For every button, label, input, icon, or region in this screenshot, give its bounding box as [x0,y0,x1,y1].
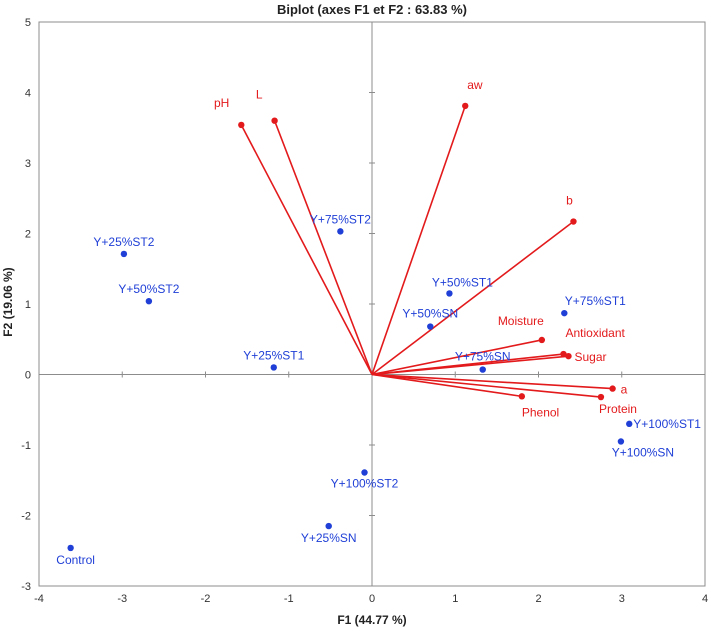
vector-protein [371,373,602,398]
vector-label-antioxidant: Antioxidant [565,326,625,340]
vector-label-aw: aw [467,78,483,92]
point-y-25-st1 [270,364,277,371]
point-label-y-50-st1: Y+50%ST1 [432,275,493,289]
y-tick-label: 0 [25,370,31,382]
vector-point-sugar [565,352,572,360]
vector-phenol [371,373,522,398]
chart-title: Biplot (axes F1 et F2 : 63.83 %) [277,2,467,17]
vector-label-sugar: Sugar [574,350,606,364]
vector-point-b [570,218,577,225]
vector-moisture [371,339,542,376]
x-tick-label: 1 [452,593,458,605]
x-tick-label: -3 [117,593,127,605]
vector-label-moisture: Moisture [498,314,544,328]
vector-point-a [609,385,616,392]
point-y-100-st1 [626,420,633,428]
point-label-y-25-sn: Y+25%SN [301,531,357,545]
vector-point-ph [238,121,245,129]
point-control [67,544,74,552]
point-label-y-50-st2: Y+50%ST2 [118,282,179,296]
vector-label-protein: Protein [599,402,637,416]
vector-label-phenol: Phenol [522,405,559,419]
vector-label-a: a [621,383,628,397]
point-label-control: Control [56,553,95,567]
x-tick-label: 3 [619,593,625,605]
vector-point-protein [597,393,605,401]
vector-a [371,373,613,390]
vector-point-l [271,117,278,124]
y-tick-label: 2 [25,229,31,241]
point-label-y-100-sn: Y+100%SN [612,445,674,459]
vector-label-l: L [256,88,263,102]
point-y-50-st2 [145,297,153,305]
point-label-y-100-st1: Y+100%ST1 [633,417,701,431]
y-tick-label: 5 [25,17,31,29]
x-tick-label: 4 [702,593,708,605]
point-label-y-100-st2: Y+100%ST2 [331,476,399,490]
vector-point-moisture [538,336,546,344]
x-tick-label: -1 [284,593,294,605]
vector-point-aw [462,102,469,110]
point-y-75-st2 [337,228,344,235]
x-tick-label: -4 [34,593,44,605]
y-axis-label: F2 (19.06 %) [1,267,15,336]
point-y-50-st1 [446,290,453,297]
point-label-y-75-st1: Y+75%ST1 [565,294,626,308]
observation-points: Y+25%ST2 Y+50%ST2 Y+75%ST2 Y+25%ST1 Y+50%ST1… [56,212,701,567]
vector-label-b: b [566,194,573,208]
y-tick-label: -3 [21,581,31,593]
point-label-y-50-sn: Y+50%SN [402,307,458,321]
y-tick-label: -2 [21,511,31,523]
vector-point-phenol [518,393,526,400]
vector-aw [371,105,466,375]
x-tick-label: 2 [535,593,541,605]
y-tick-label: 1 [25,299,31,311]
vector-point-antioxidant [560,350,567,358]
point-y-50-sn [427,323,434,330]
point-y-100-st2 [361,469,368,476]
y-tick-label: 3 [25,158,31,170]
vector-b [371,220,574,376]
x-tick-label: 0 [369,593,375,605]
vector-sugar [371,355,569,376]
point-y-25-sn [325,522,332,530]
point-label-y-25-st1: Y+25%ST1 [243,348,304,362]
vector-l [273,120,373,375]
point-label-y-75-st2: Y+75%ST2 [310,212,371,226]
x-axis-label: F1 (44.77 %) [337,613,406,627]
x-tick-label: -2 [201,593,211,605]
point-y-100-sn [617,438,625,445]
point-y-75-st1 [561,309,568,317]
variable-vectors: pH Law b Moisture Antioxidant Sugar a Protein Ph… [214,78,637,419]
vector-label-ph: pH [214,96,229,110]
point-label-y-75-sn: Y+75%SN [455,350,511,364]
vector-ph [240,124,373,375]
point-label-y-25-st2: Y+25%ST2 [93,235,154,249]
y-tick-label: -1 [21,440,31,452]
point-y-75-sn [479,366,486,373]
point-y-25-st2 [120,250,128,258]
y-tick-label: 4 [25,88,31,100]
